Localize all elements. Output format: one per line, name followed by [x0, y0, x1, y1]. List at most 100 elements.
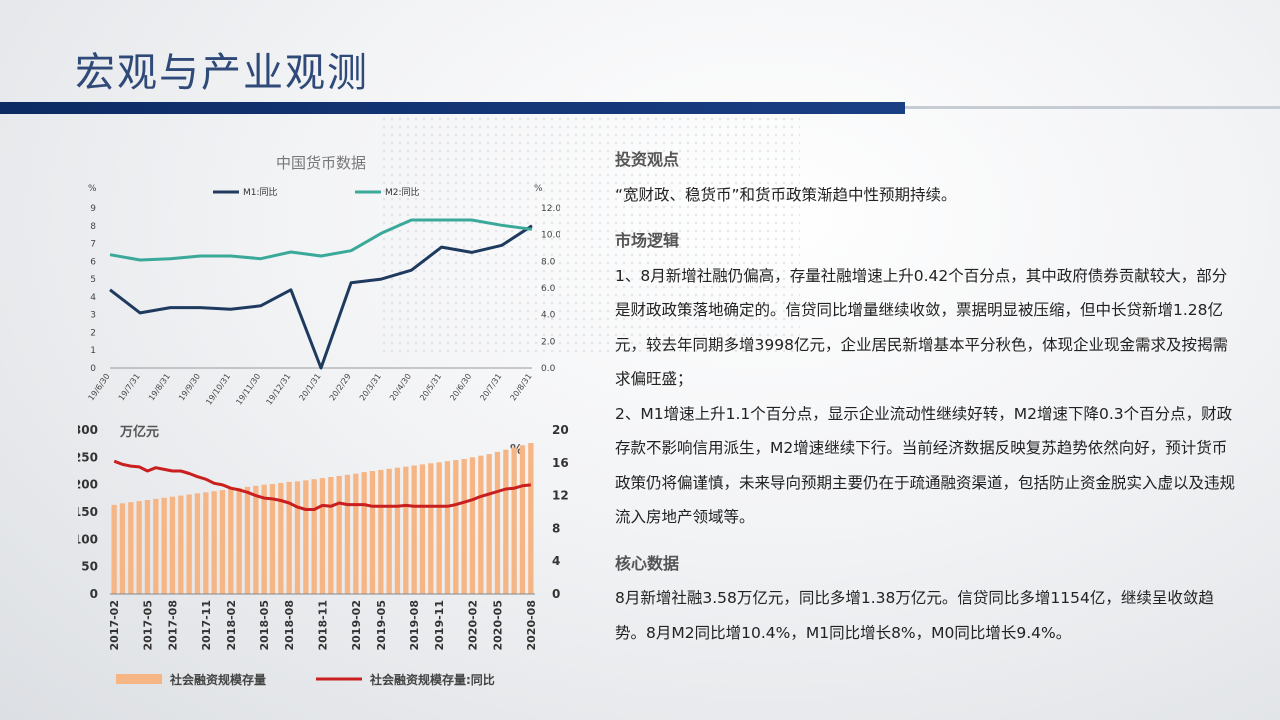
bar	[361, 472, 367, 594]
x-tick-label: 2018-02	[225, 600, 238, 651]
x-tick-label: 20/7/31	[478, 372, 503, 402]
y-right-tick-label: 10.0	[541, 231, 560, 241]
x-tick-label: 19/10/31	[204, 372, 232, 407]
bar	[478, 455, 484, 594]
bar	[436, 462, 442, 594]
y-right-tick-label: 2.0	[541, 337, 556, 347]
bar	[319, 478, 326, 594]
bar	[494, 451, 501, 594]
x-tick-label: 19/11/30	[234, 372, 262, 407]
section-heading-core-data: 核心数据	[615, 553, 680, 573]
y-right-tick-label: 8.0	[541, 257, 556, 267]
y-right-tick-label: 0.0	[541, 364, 556, 374]
legend-label: 社会融资规模存量:同比	[369, 672, 495, 687]
money-supply-chart: 中国货币数据% % 0 1 2 3 4 5 6 7 8 9 0.0 2.0 4.0 6.0 8.0 10.0 12.…	[87, 154, 560, 407]
x-tick-label: 2017-08	[167, 600, 180, 651]
legend-swatch	[116, 674, 162, 684]
y-left-tick-label: 150	[78, 505, 98, 519]
x-tick-label: 19/7/31	[117, 372, 142, 402]
x-tick-label: 20/1/31	[298, 372, 323, 402]
y-left-tick-label: 6	[90, 257, 96, 267]
bar	[228, 489, 234, 594]
x-tick-label: 20/6/30	[448, 372, 473, 402]
x-tick-label: 2019-08	[408, 600, 421, 651]
page-title: 宏观与产业观测	[75, 50, 369, 96]
legend-label: M2:同比	[385, 186, 420, 198]
bar	[386, 468, 392, 594]
bar	[194, 493, 201, 594]
series-line-1	[109, 224, 533, 370]
bar	[294, 481, 301, 594]
bar	[519, 445, 526, 594]
bar	[511, 447, 517, 594]
y-right-tick-label: 6.0	[541, 284, 556, 294]
bar	[136, 501, 142, 594]
bar	[378, 469, 384, 594]
x-tick-label: 2017-11	[200, 600, 213, 651]
y-left-tick-label: 300	[78, 423, 98, 437]
section-paragraph: 8月新增社融3.58万亿元，同比多增1.38万亿元。信贷同比多增1154亿，继续…	[615, 589, 1214, 642]
y-right-tick-label: 4	[552, 554, 560, 568]
bar	[261, 484, 267, 594]
section-paragraph: “宽财政、稳货币”和货币政策渐趋中性预期持续。	[615, 185, 957, 204]
x-tick-label: 19/12/31	[265, 372, 293, 407]
y-right-tick-label: 20	[552, 423, 569, 437]
y-left-tick-label: 8	[90, 222, 96, 232]
x-tick-label: 2019-11	[433, 600, 446, 651]
chart-title: 中国货币数据	[276, 154, 366, 172]
header-stripe-tail	[905, 106, 1280, 109]
left-axis-unit: 万亿元	[119, 424, 159, 440]
x-tick-label: 20/4/30	[388, 372, 413, 402]
y-right-tick-label: 16	[552, 456, 569, 470]
section-heading-logic: 市场逻辑	[615, 231, 680, 250]
header-stripe	[0, 102, 905, 114]
legend-label: M1:同比	[243, 186, 278, 198]
bar	[328, 477, 334, 594]
bar	[303, 480, 309, 594]
bar	[236, 487, 242, 594]
social-financing-chart: 万亿元%0501001502002503000481216202017-0220…	[78, 423, 569, 687]
y-right-tick-label: 8	[552, 521, 560, 535]
y-left-tick-label: 9	[90, 204, 96, 214]
y-left-tick-label: 50	[81, 560, 98, 574]
y-left-tick-label: 100	[78, 532, 98, 546]
commentary-panel: 投资观点 “宽财政、稳货币”和货币政策渐趋中性预期持续。 市场逻辑 1、8月新增…	[615, 143, 1235, 650]
bar	[503, 449, 509, 594]
bar	[528, 443, 534, 594]
x-tick-label: 2017-02	[108, 600, 121, 651]
yoy-growth-line	[113, 459, 531, 511]
bar	[369, 471, 376, 594]
bar	[269, 484, 276, 594]
bar	[453, 460, 459, 594]
bar	[278, 483, 284, 594]
bar	[178, 495, 184, 594]
bar	[111, 504, 117, 594]
bar	[411, 465, 417, 594]
right-axis-unit: %	[534, 184, 543, 194]
bar	[203, 492, 209, 594]
y-left-tick-label: 0	[90, 587, 98, 601]
x-tick-label: 2019-02	[350, 600, 363, 651]
x-tick-label: 2020-05	[492, 600, 505, 651]
section-paragraph: 1、8月新增社融仍偏高，存量社融增速上升0.42个百分点，其中政府债券贡献较大，…	[615, 266, 1228, 389]
x-tick-label: 2018-11	[317, 600, 330, 651]
y-left-tick-label: 1	[90, 346, 96, 356]
y-right-tick-label: 12	[552, 489, 569, 503]
bar	[169, 496, 176, 594]
section-paragraph: 2、M1增速上升1.1个百分点，显示企业流动性继续好转，M2增速下降0.3个百分…	[615, 404, 1236, 527]
bar	[211, 491, 217, 594]
bar	[153, 498, 159, 594]
bar	[394, 467, 401, 594]
bar	[344, 474, 351, 594]
bar	[128, 502, 134, 594]
bar	[311, 479, 317, 594]
bar	[144, 500, 151, 594]
bar	[428, 463, 434, 594]
x-tick-label: 20/2/29	[328, 372, 353, 402]
y-left-tick-label: 250	[78, 450, 98, 464]
bar	[119, 503, 126, 594]
y-left-tick-label: 5	[90, 275, 96, 285]
x-tick-label: 2019-05	[375, 600, 388, 651]
x-tick-label: 2020-08	[525, 600, 538, 651]
y-left-tick-label: 2	[90, 328, 96, 338]
